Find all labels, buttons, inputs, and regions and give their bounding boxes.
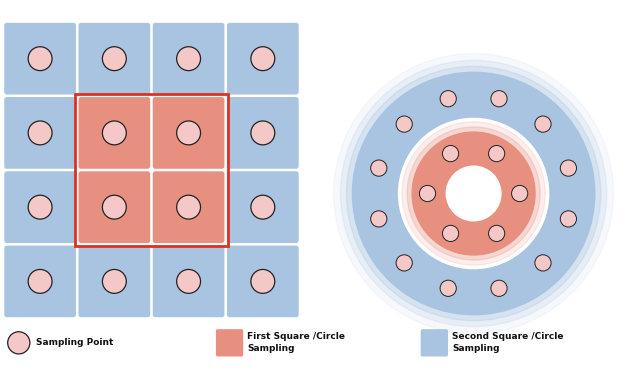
FancyBboxPatch shape bbox=[153, 23, 225, 94]
Circle shape bbox=[102, 121, 126, 145]
Circle shape bbox=[102, 47, 126, 70]
Circle shape bbox=[371, 211, 387, 227]
FancyBboxPatch shape bbox=[79, 171, 150, 243]
FancyBboxPatch shape bbox=[79, 23, 150, 94]
FancyBboxPatch shape bbox=[153, 246, 225, 317]
Circle shape bbox=[8, 332, 30, 354]
Text: Second Square /Circle
Sampling: Second Square /Circle Sampling bbox=[452, 332, 564, 353]
FancyBboxPatch shape bbox=[4, 97, 76, 169]
Circle shape bbox=[177, 269, 200, 293]
Circle shape bbox=[442, 146, 459, 162]
Circle shape bbox=[535, 116, 551, 132]
Circle shape bbox=[333, 53, 614, 334]
Circle shape bbox=[346, 66, 601, 321]
Circle shape bbox=[488, 225, 505, 241]
Circle shape bbox=[251, 121, 275, 145]
Circle shape bbox=[371, 160, 387, 176]
Text: First Square /Circle
Sampling: First Square /Circle Sampling bbox=[248, 332, 346, 353]
Circle shape bbox=[442, 225, 459, 241]
Circle shape bbox=[28, 121, 52, 145]
Text: Sampling Point: Sampling Point bbox=[36, 338, 113, 348]
Bar bbox=[75, 94, 228, 247]
Circle shape bbox=[440, 91, 456, 107]
Circle shape bbox=[251, 269, 275, 293]
Circle shape bbox=[399, 118, 548, 269]
Circle shape bbox=[446, 166, 501, 221]
Circle shape bbox=[396, 255, 412, 271]
Circle shape bbox=[449, 169, 499, 218]
FancyBboxPatch shape bbox=[227, 246, 299, 317]
Circle shape bbox=[28, 269, 52, 293]
FancyBboxPatch shape bbox=[227, 171, 299, 243]
FancyBboxPatch shape bbox=[4, 171, 76, 243]
Circle shape bbox=[396, 116, 412, 132]
Circle shape bbox=[511, 185, 528, 202]
Circle shape bbox=[28, 47, 52, 70]
Circle shape bbox=[402, 122, 545, 265]
FancyBboxPatch shape bbox=[79, 246, 150, 317]
Circle shape bbox=[102, 195, 126, 219]
Circle shape bbox=[251, 195, 275, 219]
Circle shape bbox=[28, 195, 52, 219]
FancyBboxPatch shape bbox=[153, 97, 225, 169]
FancyBboxPatch shape bbox=[4, 246, 76, 317]
Circle shape bbox=[102, 269, 126, 293]
Circle shape bbox=[340, 60, 607, 327]
Circle shape bbox=[488, 146, 505, 162]
Circle shape bbox=[412, 132, 535, 255]
Circle shape bbox=[419, 185, 436, 202]
FancyBboxPatch shape bbox=[216, 329, 243, 356]
FancyBboxPatch shape bbox=[4, 23, 76, 94]
Circle shape bbox=[353, 72, 595, 315]
Circle shape bbox=[251, 47, 275, 70]
Circle shape bbox=[177, 121, 200, 145]
FancyBboxPatch shape bbox=[153, 171, 225, 243]
Circle shape bbox=[407, 127, 540, 260]
Circle shape bbox=[560, 160, 577, 176]
Circle shape bbox=[177, 47, 200, 70]
Circle shape bbox=[177, 195, 200, 219]
Circle shape bbox=[440, 280, 456, 296]
FancyBboxPatch shape bbox=[227, 97, 299, 169]
Circle shape bbox=[560, 211, 577, 227]
Circle shape bbox=[451, 171, 496, 216]
Circle shape bbox=[535, 255, 551, 271]
FancyBboxPatch shape bbox=[79, 97, 150, 169]
FancyBboxPatch shape bbox=[227, 23, 299, 94]
FancyBboxPatch shape bbox=[420, 329, 448, 356]
Circle shape bbox=[491, 280, 507, 296]
Circle shape bbox=[491, 91, 507, 107]
